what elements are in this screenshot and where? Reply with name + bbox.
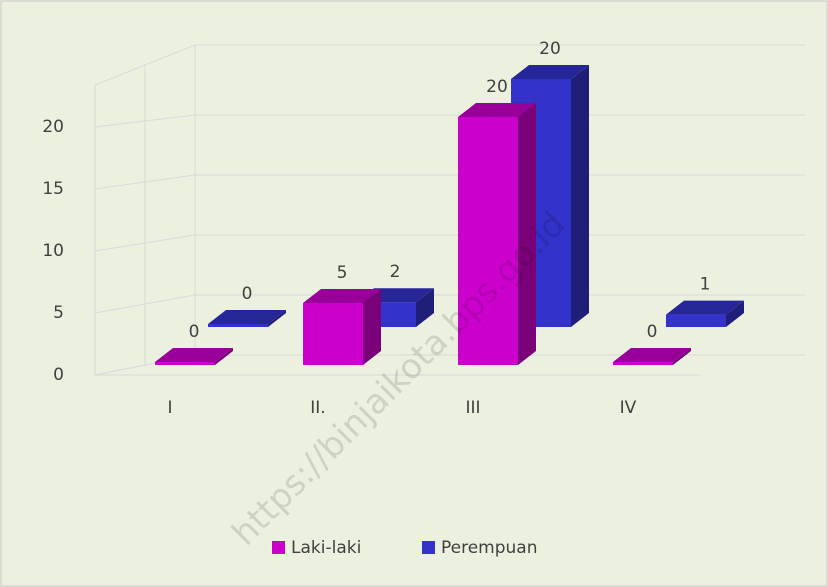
data-label: 20	[539, 39, 561, 59]
bar	[155, 348, 233, 365]
data-label: 5	[337, 263, 348, 283]
bar-top	[303, 289, 381, 303]
grid-line	[94, 234, 805, 252]
bar	[208, 310, 286, 327]
bar-side	[518, 103, 536, 365]
grid-line	[94, 294, 805, 314]
x-tick-label: IV	[620, 398, 637, 418]
bar	[666, 300, 744, 327]
grid-line	[94, 174, 805, 190]
bar-side	[363, 289, 381, 365]
data-label: 0	[189, 322, 200, 342]
bar-top	[208, 310, 286, 324]
bar-top	[155, 348, 233, 362]
bar-front	[208, 324, 268, 327]
x-tick-label: II.	[310, 398, 325, 418]
bar	[613, 348, 691, 365]
data-label: 1	[700, 275, 711, 295]
legend-swatch	[272, 541, 285, 554]
bar-side	[571, 65, 589, 327]
bar-front	[303, 303, 363, 365]
legend-swatch	[422, 541, 435, 554]
x-tick-label: III	[465, 398, 480, 418]
data-label: 0	[647, 322, 658, 342]
bar	[303, 289, 381, 365]
grid-line	[94, 114, 805, 128]
y-tick-label: 5	[53, 303, 64, 323]
bar-front	[458, 117, 518, 365]
bar-front	[666, 314, 726, 327]
data-label: 2	[390, 262, 401, 282]
y-tick-label: 15	[42, 179, 64, 199]
bar-front	[155, 362, 215, 365]
bar-side	[215, 348, 233, 365]
legend-label: Perempuan	[441, 538, 538, 558]
bar-top	[666, 300, 744, 315]
data-label: 0	[242, 284, 253, 304]
watermark: https://binjaikota.bps.go.id	[224, 204, 573, 553]
x-tick-label: I	[167, 398, 172, 418]
y-tick-label: 0	[53, 365, 64, 385]
y-tick-label: 10	[42, 241, 64, 261]
bar-side	[416, 288, 434, 327]
bar-top	[458, 103, 536, 117]
bar-top	[613, 348, 691, 362]
bar-side	[726, 300, 744, 327]
legend-label: Laki-laki	[291, 538, 361, 558]
bar-top	[511, 65, 589, 79]
y-tick-label: 20	[42, 117, 64, 137]
data-label: 20	[486, 77, 508, 97]
bar	[458, 103, 536, 365]
bar-side	[673, 348, 691, 365]
bar-side	[268, 310, 286, 327]
bar-front	[613, 362, 673, 365]
